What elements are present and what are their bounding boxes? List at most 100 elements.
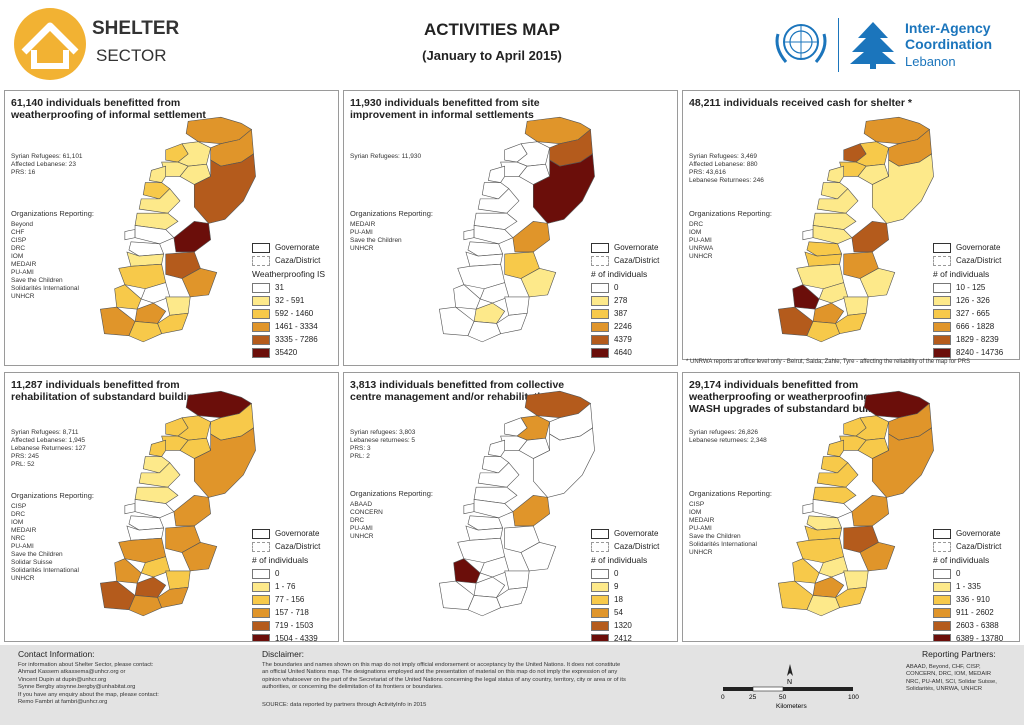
district-region (792, 284, 820, 310)
orgs-heading: Organizations Reporting: (689, 209, 772, 218)
org-item: MEDAIR (689, 517, 715, 524)
legend-class-label: 77 - 156 (275, 595, 305, 604)
disclaimer-heading: Disclaimer: (262, 649, 305, 659)
scale-unit: Kilometers (776, 703, 807, 710)
legend-class-label: 31 (275, 283, 284, 292)
district-region (140, 282, 171, 304)
legend-class: 1 - 335 (933, 580, 1003, 593)
district-region (467, 321, 502, 343)
map-legend: Governorate Caza/District # of individuals… (591, 527, 659, 642)
legend-swatch (252, 334, 270, 345)
district-region (193, 427, 256, 498)
orgs-list: CISP DRC IOM MEDAIR NRC PU-AMI Save the Childr… (11, 503, 79, 583)
logo-divider (838, 18, 839, 72)
legend-class: 0 (933, 567, 1003, 580)
district-region (148, 439, 167, 457)
legend-class: 18 (591, 593, 659, 606)
district-region (816, 188, 859, 214)
panel-stats: Syrian Refugees: 8,711 Affected Lebanese:… (11, 429, 86, 469)
legend-governorate: Governorate (252, 527, 320, 540)
legend-class-label: 10 - 125 (956, 283, 986, 292)
org-item: Beyond (11, 221, 34, 228)
district-region (465, 251, 504, 267)
district-region (148, 165, 167, 183)
legend-swatch (591, 334, 609, 345)
partners-heading: Reporting Partners: (922, 649, 996, 659)
legend-swatch (591, 321, 609, 332)
org-item: DRC (11, 511, 26, 518)
legend-class-label: 18 (614, 595, 623, 604)
district-region (99, 580, 136, 611)
district-region (140, 556, 171, 578)
footer-line: If you have any enquiry about the map, p… (18, 691, 159, 698)
district-region (812, 486, 857, 504)
orgs-heading: Organizations Reporting: (350, 489, 433, 498)
iac-subtitle: Lebanon (905, 54, 956, 69)
legend-label: Governorate (275, 243, 320, 252)
district-region (193, 153, 256, 224)
org-item: Solidarités International (11, 567, 79, 574)
org-item: CISP (11, 237, 27, 244)
stat-line: Affected Lebanese: 23 (11, 161, 76, 168)
legend-class: 4640 (591, 346, 659, 359)
district-region (518, 163, 551, 185)
legend-label: Caza/District (275, 256, 321, 265)
district-region (473, 499, 514, 519)
legend-class-label: 592 - 1460 (275, 309, 314, 318)
stat-line: Lebanese Returnees: 127 (11, 445, 86, 452)
district-region (806, 321, 841, 343)
panel-stats: Syrian refugees: 26,826 Lebanese returnee… (689, 429, 767, 445)
stat-line: Affected Lebanese: 1,945 (11, 437, 85, 444)
legend-class-label: 2412 (614, 634, 632, 642)
legend-swatch (933, 347, 951, 358)
district-region (851, 221, 889, 253)
org-item: MEDAIR (350, 221, 376, 228)
legend-class-label: 2603 - 6388 (956, 621, 999, 630)
district-region (128, 321, 163, 343)
org-item: Save the Children (689, 533, 741, 540)
legend-class: 336 - 910 (933, 593, 1003, 606)
sector-title: SHELTER (92, 18, 180, 39)
org-item: Solidarités International (11, 285, 79, 292)
orgs-heading: Organizations Reporting: (689, 489, 772, 498)
caza-swatch (591, 541, 609, 552)
district-region (467, 515, 504, 531)
legend-swatch (933, 581, 951, 592)
legend-class: 1504 - 4339 (252, 632, 320, 641)
legend-class-label: 8240 - 14736 (956, 348, 1004, 357)
governorate-swatch (252, 242, 270, 253)
district-region (802, 229, 814, 241)
legend-class-label: 278 (614, 296, 628, 305)
district-region (124, 503, 136, 515)
district-region (165, 570, 191, 590)
orgs-heading: Organizations Reporting: (11, 209, 94, 218)
legend-governorate: Governorate (933, 527, 1003, 540)
district-region (134, 302, 167, 324)
district-region (173, 221, 211, 253)
legend-title: # of individuals (933, 555, 990, 565)
district-region (777, 580, 814, 611)
org-item: DRC (350, 517, 365, 524)
org-item: NRC (11, 535, 26, 542)
legend-label: Caza/District (956, 256, 1002, 265)
district-region (181, 267, 218, 298)
district-map (777, 116, 934, 343)
district-region (134, 576, 167, 598)
stat-line: PRS: 3 (350, 445, 371, 452)
district-region (181, 541, 218, 572)
governorate-swatch (252, 528, 270, 539)
legend-swatch (591, 620, 609, 631)
legend-class: 278 (591, 294, 659, 307)
legend-caza: Caza/District (591, 254, 659, 267)
district-region (467, 241, 504, 257)
legend-swatch (933, 568, 951, 579)
panel-title: 11,287 individuals benefitted from rehab… (11, 379, 206, 403)
district-region (806, 595, 841, 617)
legend-title: # of individuals (591, 555, 648, 565)
district-region (134, 212, 179, 230)
orgs-heading: Organizations Reporting: (350, 209, 433, 218)
district-region (114, 284, 142, 310)
legend-class: 666 - 1828 (933, 320, 1003, 333)
map-title: ACTIVITIES MAP (423, 20, 560, 39)
district-region (812, 302, 845, 324)
